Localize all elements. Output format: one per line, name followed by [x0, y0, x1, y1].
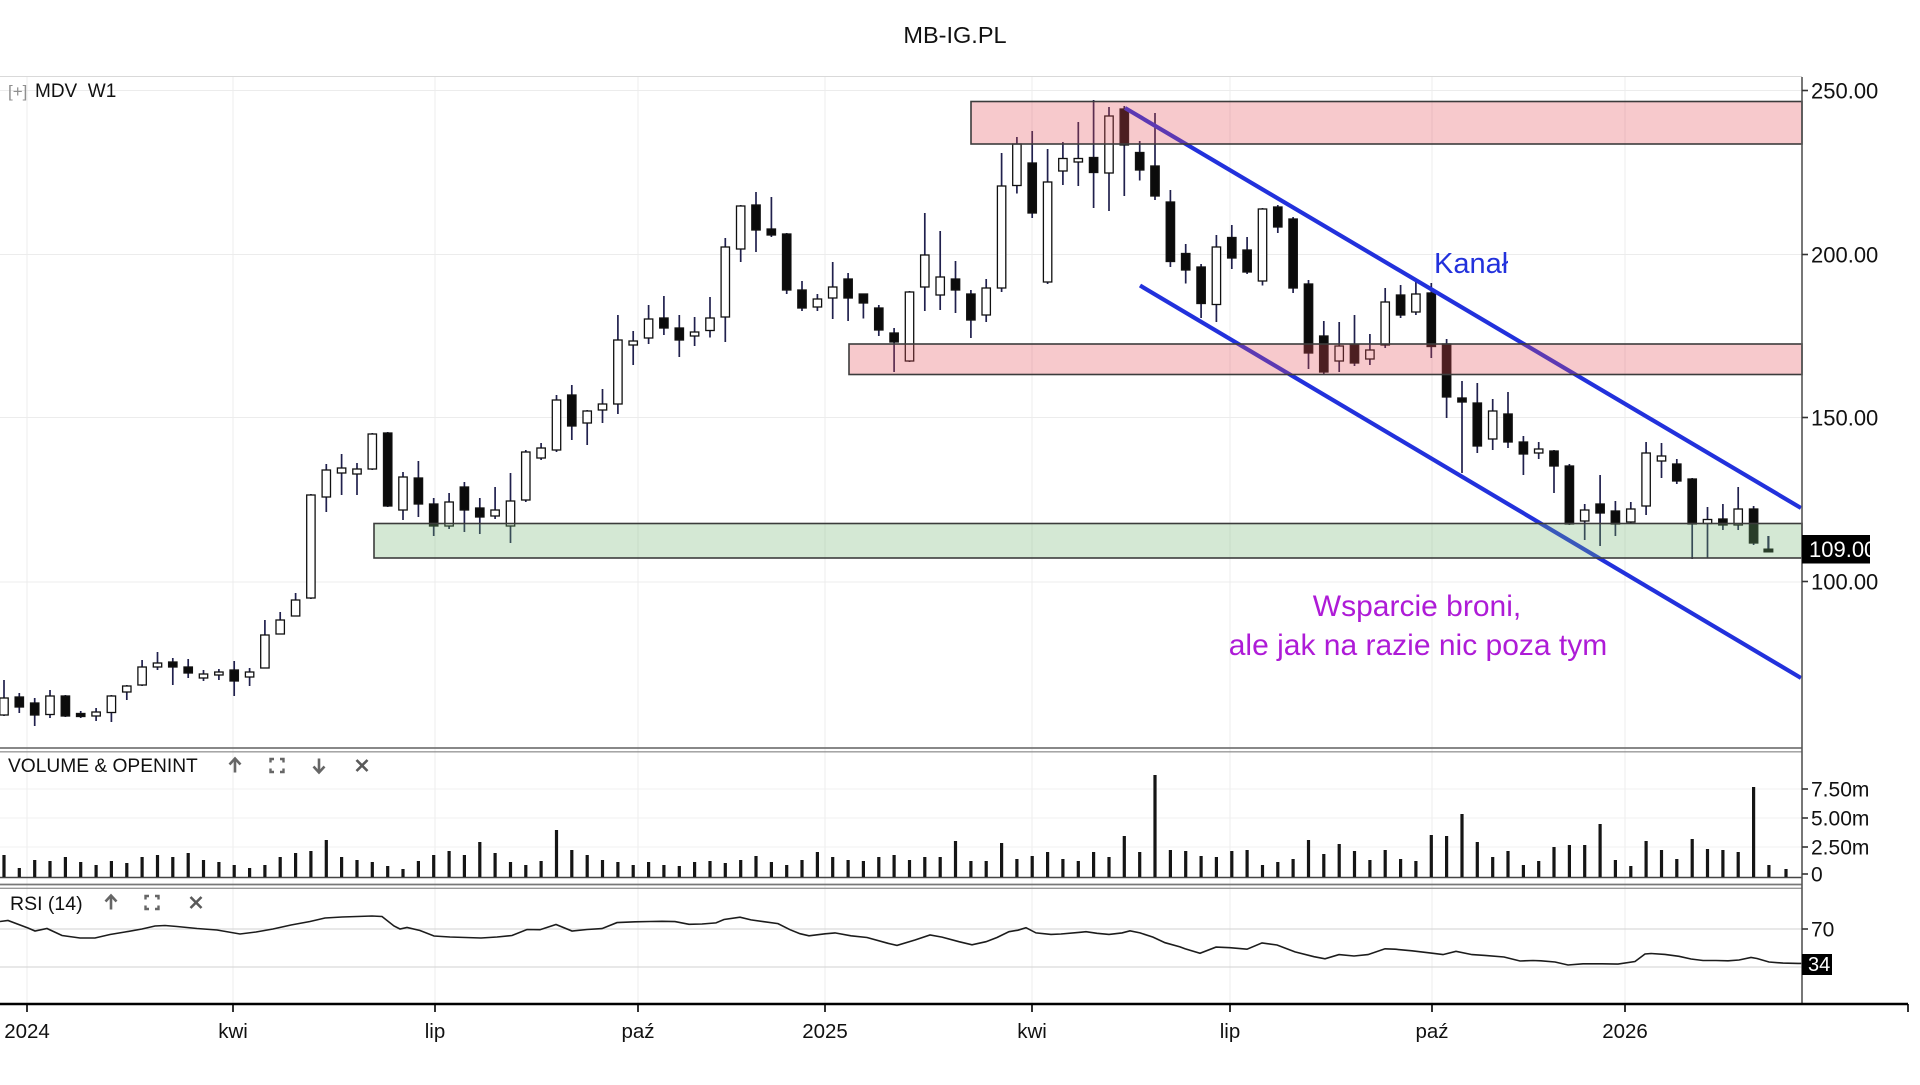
- svg-text:2025: 2025: [802, 1020, 848, 1043]
- svg-text:0: 0: [1811, 864, 1823, 887]
- svg-text:150.00: 150.00: [1811, 406, 1878, 431]
- svg-text:paź: paź: [621, 1020, 654, 1043]
- svg-text:2.50m: 2.50m: [1811, 837, 1869, 860]
- svg-text:100.00: 100.00: [1811, 570, 1878, 595]
- svg-text:2024: 2024: [4, 1020, 50, 1043]
- svg-text:250.00: 250.00: [1811, 79, 1878, 104]
- svg-text:VOLUME & OPENINT: VOLUME & OPENINT: [8, 756, 198, 777]
- svg-text:109.00: 109.00: [1809, 537, 1876, 562]
- svg-text:paź: paź: [1415, 1020, 1448, 1043]
- svg-text:34: 34: [1808, 954, 1830, 976]
- svg-text:[+]: [+]: [8, 82, 27, 101]
- svg-text:MB-IG.PL: MB-IG.PL: [903, 22, 1006, 48]
- svg-text:200.00: 200.00: [1811, 243, 1878, 268]
- svg-text:5.00m: 5.00m: [1811, 808, 1869, 831]
- svg-text:lip: lip: [425, 1020, 446, 1043]
- svg-text:7.50m: 7.50m: [1811, 779, 1869, 802]
- svg-text:lip: lip: [1220, 1020, 1241, 1043]
- svg-text:RSI (14): RSI (14): [10, 893, 83, 915]
- svg-text:Kanał: Kanał: [1434, 248, 1509, 280]
- svg-text:ale jak na razie nic poza tym: ale jak na razie nic poza tym: [1229, 629, 1608, 662]
- svg-text:kwi: kwi: [218, 1020, 248, 1043]
- svg-text:kwi: kwi: [1017, 1020, 1047, 1043]
- svg-text:2026: 2026: [1602, 1020, 1648, 1043]
- svg-text:Wsparcie broni,: Wsparcie broni,: [1313, 590, 1521, 623]
- svg-text:MDV W1: MDV W1: [35, 81, 116, 102]
- svg-text:70: 70: [1811, 919, 1834, 942]
